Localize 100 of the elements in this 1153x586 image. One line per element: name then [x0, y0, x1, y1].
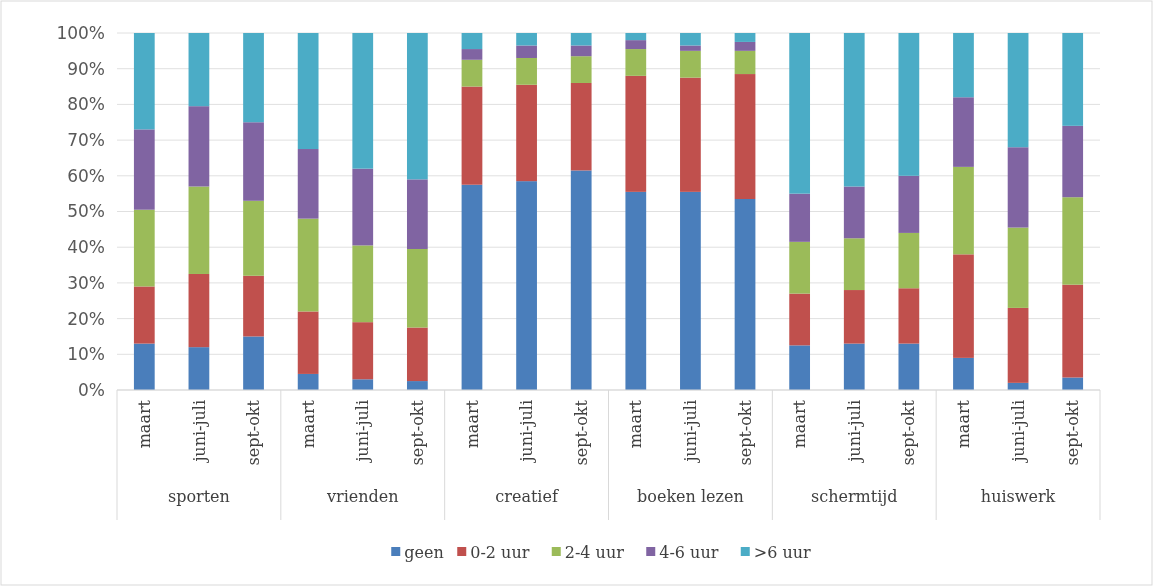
bar — [406, 248, 428, 328]
y-tick-label: 80% — [67, 94, 105, 115]
bar — [789, 193, 811, 242]
x-tick-label: maart — [462, 399, 482, 449]
bar — [188, 347, 210, 390]
bar — [406, 381, 428, 390]
bar — [297, 311, 319, 374]
bar — [1007, 307, 1029, 383]
bar — [789, 241, 811, 294]
x-tick-label: sept-okt — [571, 399, 591, 466]
x-tick-label: sept-okt — [735, 399, 755, 466]
bar — [243, 336, 264, 390]
bar — [625, 49, 647, 76]
bar — [406, 327, 428, 382]
y-tick-label: 10% — [67, 344, 105, 365]
bar — [570, 45, 592, 57]
text: boeken lezen — [637, 487, 744, 506]
bar — [188, 33, 210, 107]
bar — [461, 49, 483, 60]
bar — [843, 238, 865, 291]
bar — [1007, 33, 1029, 148]
y-tick-label: 90% — [67, 58, 105, 79]
legend-label: 4-6 uur — [659, 542, 719, 562]
bar — [843, 186, 865, 239]
bar — [133, 33, 155, 130]
bar — [406, 33, 428, 180]
bar — [1062, 33, 1084, 126]
bar — [133, 343, 155, 390]
x-tick-label: maart — [954, 399, 974, 449]
x-tick-label: juni-juli — [353, 400, 373, 464]
bar — [516, 33, 537, 46]
bar — [680, 45, 701, 51]
x-tick-label: sept-okt — [1063, 399, 1083, 466]
bar — [1007, 227, 1029, 308]
bar — [843, 33, 865, 187]
bar — [625, 33, 647, 41]
x-tick-label: maart — [134, 399, 154, 449]
bar — [1007, 147, 1029, 228]
legend-label: 2-4 uur — [564, 542, 625, 562]
bar — [898, 288, 920, 344]
bar — [461, 33, 483, 50]
x-tick-label: juni-juli — [189, 400, 209, 464]
bar — [680, 191, 701, 390]
bar — [516, 57, 537, 85]
y-tick-label: 20% — [67, 308, 105, 329]
text: sporten — [167, 487, 230, 506]
bar — [461, 59, 483, 87]
x-tick-label: juni-juli — [681, 400, 701, 464]
bar — [188, 106, 210, 187]
bar — [789, 345, 811, 390]
bar — [734, 74, 756, 200]
bar — [133, 286, 155, 344]
bar — [625, 75, 647, 192]
bar — [898, 343, 920, 390]
y-tick-label: 70% — [67, 130, 105, 151]
x-tick-label: maart — [790, 399, 810, 449]
text: creatief — [495, 487, 559, 506]
bar — [625, 40, 647, 50]
bar — [297, 149, 319, 219]
bar — [133, 129, 155, 210]
y-tick-label: 0% — [78, 379, 105, 400]
bar — [898, 175, 920, 233]
bar — [734, 33, 756, 42]
bar — [898, 232, 920, 289]
bar — [789, 293, 811, 346]
bar — [188, 186, 210, 274]
bar — [516, 84, 537, 182]
bar — [734, 41, 756, 51]
bar — [570, 33, 592, 46]
bar — [406, 179, 428, 249]
text: schermtijd — [810, 487, 898, 506]
x-tick-label: sept-okt — [244, 399, 264, 466]
bar — [352, 33, 374, 169]
bar — [352, 322, 374, 380]
text: huiswerk — [980, 487, 1056, 506]
y-tick-label: 40% — [67, 237, 105, 258]
bar — [680, 33, 701, 46]
y-tick-label: 60% — [67, 165, 105, 186]
x-tick-label: juni-juli — [844, 400, 864, 464]
legend-label: geen — [404, 542, 444, 562]
bar — [1062, 197, 1084, 285]
y-tick-label: 30% — [67, 272, 105, 293]
bar — [243, 275, 264, 337]
x-tick-label: maart — [298, 399, 318, 449]
x-tick-label: juni-juli — [1008, 400, 1028, 464]
bar — [953, 357, 974, 390]
legend-label: 0-2 uur — [470, 542, 530, 562]
bar — [133, 209, 155, 287]
bar — [352, 379, 374, 390]
bar — [953, 33, 974, 98]
bar — [297, 373, 319, 390]
bar — [352, 245, 374, 323]
bar — [1062, 125, 1084, 198]
bar — [352, 168, 374, 246]
bar — [734, 199, 756, 390]
y-tick-label: 100% — [56, 22, 105, 43]
x-tick-label: sept-okt — [407, 399, 427, 466]
bar — [734, 50, 756, 75]
x-tick-label: sept-okt — [899, 399, 919, 466]
bar — [789, 33, 811, 194]
